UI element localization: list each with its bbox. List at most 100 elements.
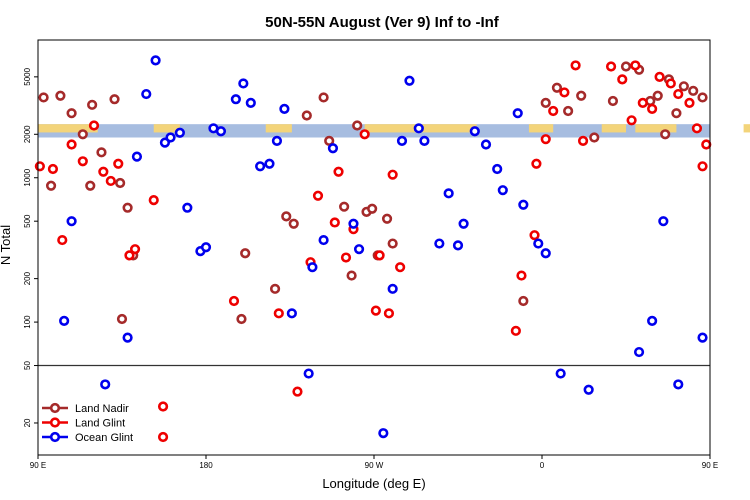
land-nadir-point [589,132,600,143]
land-glint-point [34,161,45,172]
land-glint-point [577,135,589,146]
y-tick-label: 500 [23,214,32,228]
land-glint-point [617,74,628,85]
land-glint-point [654,71,665,82]
ocean-glint-point [633,346,645,358]
ocean-glint-point [353,244,365,255]
ocean-glint-point [230,94,241,105]
land-nadir-point [85,180,96,191]
map-band-land [153,124,180,133]
land-nadir-point [607,95,619,107]
land-nadir-point [38,92,49,103]
ocean-glint-point [443,188,454,199]
ocean-glint-point [245,97,256,108]
land-glint-point [605,61,617,72]
ocean-glint-point [307,262,318,273]
legend-label: Land Glint [75,418,125,430]
land-glint-point [684,97,695,108]
land-nadir-point [540,97,551,108]
land-glint-point [697,161,708,172]
x-axis: 90 E 180 90 W 0 90 E [30,455,718,470]
ocean-glint-point [200,242,212,253]
land-glint-point [292,386,303,397]
legend-label: Land Nadir [75,403,129,415]
x-tick-label: 180 [199,461,213,470]
land-glint-point [113,158,124,169]
y-tick-label: 2000 [23,125,32,143]
chart-title: 50N-55N August (Ver 9) Inf to -Inf [265,14,500,31]
y-tick-label: 50 [23,361,32,370]
land-nadir-point [269,283,281,294]
y-tick-label: 5000 [23,67,32,85]
y-tick-label: 1000 [23,168,32,186]
land-nadir-point [346,270,357,281]
land-glint-point [340,252,352,263]
land-glint-point [359,129,370,140]
ocean-glint-point [122,332,133,343]
land-nadir-point [660,129,671,140]
x-tick-label: 0 [540,461,545,470]
land-glint-point [124,250,135,261]
land-glint-point [374,250,385,261]
land-nadir-point [551,82,563,93]
y-tick-label: 20 [23,418,32,427]
land-glint-point [228,295,240,307]
ocean-glint-point [378,428,389,439]
ocean-glint-point [583,384,594,395]
map-band [38,124,750,138]
ocean-glint-point [458,218,469,229]
ocean-glint-point [150,55,161,66]
land-glint-point [673,88,684,100]
ocean-glint-point [434,238,445,249]
x-tick-label: 90 W [365,461,384,470]
ocean-glint-point [165,132,176,143]
land-nadir-point [367,203,378,214]
land-glint-point [637,97,648,108]
land-nadir-point [45,180,57,191]
points-layer [34,55,712,443]
ocean-glint-point [238,78,249,89]
y-tick-label: 200 [23,271,32,285]
land-glint-point [88,120,100,131]
land-nadir-point [620,61,632,72]
land-glint-point [157,431,169,443]
ocean-glint-point [697,332,708,343]
map-band-land [38,124,98,133]
land-nadir-point [387,238,398,249]
ocean-glint-point [647,315,658,326]
land-glint-point [630,60,641,71]
land-nadir-point [281,211,292,222]
ocean-glint-point [271,135,283,146]
ocean-glint-point [318,234,329,246]
land-nadir-point [381,213,393,224]
land-glint-point [691,123,703,134]
ocean-glint-point [215,126,227,137]
land-glint-point [157,401,169,412]
land-nadir-point [116,313,128,325]
ocean-glint-point [533,238,544,249]
ocean-glint-point [100,379,111,390]
x-axis-label: Longitude (deg E) [322,476,425,491]
ocean-glint-point [279,103,290,114]
y-axis-label: N Total [0,225,13,265]
ocean-glint-point [131,151,143,162]
land-glint-point [387,169,398,180]
land-nadir-point [318,92,329,103]
land-glint-point [570,60,581,71]
land-glint-point [329,217,340,228]
ocean-glint-point [540,248,551,259]
x-tick-label: 90 E [702,461,718,470]
y-tick-label: 100 [23,315,32,329]
land-glint-point [273,308,284,319]
land-glint-point [148,194,159,206]
ocean-glint-point [174,127,185,138]
land-glint-point [312,190,324,201]
land-nadir-point [339,201,350,212]
land-nadir-point [77,129,88,140]
land-glint-point [105,175,116,187]
land-glint-point [548,105,559,117]
ocean-glint-point [512,108,523,119]
land-nadir-point [240,248,251,259]
ocean-glint-point [286,308,297,319]
